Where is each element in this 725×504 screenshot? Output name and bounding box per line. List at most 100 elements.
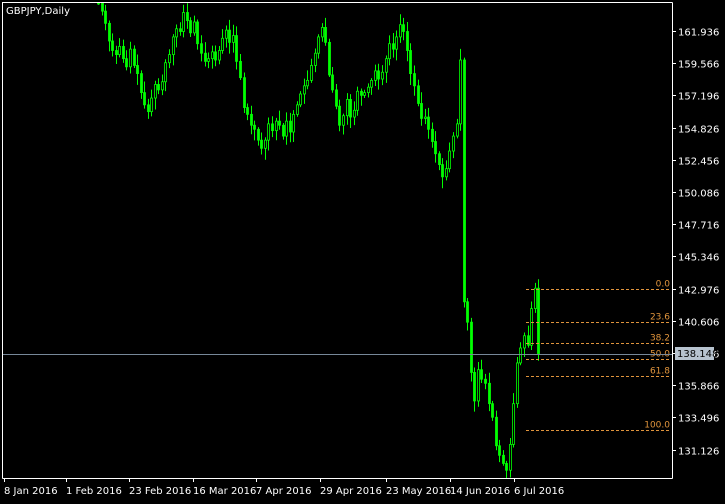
candle — [363, 89, 366, 99]
price-tick-label: 154.826 — [678, 125, 719, 136]
candle — [452, 132, 455, 159]
candle-body-bull — [399, 24, 402, 38]
price-tick-label: 161.936 — [678, 28, 719, 39]
candle — [196, 19, 199, 50]
candle — [438, 151, 441, 171]
candle-body-bear — [335, 89, 338, 107]
candle-body-bear — [527, 335, 530, 346]
candle-body-bear — [417, 85, 420, 104]
candle — [328, 38, 331, 78]
time-tick-label: 23 Feb 2016 — [129, 486, 191, 497]
candle — [133, 45, 136, 68]
price-tick-label: 145.346 — [678, 253, 719, 264]
candle-body-bear — [413, 73, 416, 87]
candle-body-bear — [239, 60, 242, 79]
candle — [353, 101, 356, 126]
candle-body-bear — [484, 378, 487, 384]
candle-body-bear — [427, 116, 430, 130]
candle-body-bear — [473, 372, 476, 402]
candle — [491, 400, 494, 421]
candle — [512, 393, 515, 448]
candle-body-bear — [409, 50, 412, 74]
candle-body-bear — [434, 141, 437, 155]
candle — [182, 4, 185, 38]
candle-body-bull — [477, 369, 480, 402]
candle — [164, 59, 167, 92]
candle — [150, 89, 153, 117]
candle — [470, 317, 473, 382]
candle-body-bear — [125, 58, 128, 68]
candle — [448, 142, 451, 173]
candle — [264, 137, 267, 160]
candle — [154, 80, 157, 110]
candle-body-bear — [377, 70, 380, 80]
price-tick-label: 157.196 — [678, 92, 719, 103]
candle — [385, 55, 388, 83]
time-tick-label: 8 Jan 2016 — [4, 486, 58, 497]
candle-body-bear — [491, 403, 494, 418]
candle-body-bear — [108, 22, 111, 42]
candle-body-bull — [218, 50, 221, 61]
candle — [282, 122, 285, 140]
current-price-marker: 138.148 — [675, 347, 718, 360]
candle — [431, 122, 434, 148]
candle — [331, 66, 334, 93]
candle — [523, 332, 526, 357]
time-tick-label: 6 Jul 2016 — [514, 486, 564, 497]
candle — [207, 52, 210, 69]
candle — [424, 108, 427, 125]
candle-body-bear — [157, 84, 160, 91]
candle-body-bull — [424, 116, 427, 119]
candle-body-bear — [204, 52, 207, 62]
candle — [296, 101, 299, 117]
candle — [235, 26, 238, 70]
candle — [239, 54, 242, 80]
candle-body-bear — [257, 128, 260, 141]
time-axis[interactable]: 8 Jan 2016 1 Feb 2016 23 Feb 2016 16 Mar 20… — [4, 478, 564, 497]
candle — [289, 112, 292, 143]
candle-body-bull — [363, 92, 366, 96]
candle — [303, 78, 306, 104]
candle-body-bull — [353, 109, 356, 118]
time-tick-label: 29 Apr 2016 — [320, 486, 382, 497]
candle-body-bear — [431, 128, 434, 142]
candle — [129, 41, 132, 74]
candle — [402, 17, 405, 41]
candle — [246, 103, 249, 121]
time-tick-label: 7 Apr 2016 — [256, 486, 311, 497]
candle — [271, 116, 274, 138]
candle-body-bull — [232, 35, 235, 43]
candle — [459, 48, 462, 131]
candle-body-bear — [235, 35, 238, 62]
candle-body-bear — [228, 29, 231, 43]
candle-body-bull — [285, 120, 288, 137]
candle — [218, 45, 221, 65]
candle — [260, 132, 263, 155]
candle — [505, 460, 508, 478]
candle — [278, 110, 281, 130]
fib-level-label: 0.0 — [656, 280, 671, 290]
candle — [253, 120, 256, 141]
candle — [122, 39, 125, 63]
candle — [314, 48, 317, 73]
candle-body-bear — [133, 48, 136, 66]
candle-body-bull — [275, 120, 278, 132]
candle-body-bull — [356, 90, 359, 111]
candle — [480, 359, 483, 383]
candle — [306, 70, 309, 90]
candle — [214, 45, 217, 67]
candle-body-bear — [360, 90, 363, 96]
candle-body-bear — [537, 287, 540, 355]
candle — [477, 361, 480, 407]
candle-body-bear — [136, 65, 139, 74]
chart-title: GBPJPY,Daily — [6, 6, 70, 17]
candle-body-bear — [104, 10, 107, 24]
candle-body-bear — [392, 43, 395, 50]
fib-level-label: 38.2 — [650, 334, 670, 344]
candle — [147, 98, 150, 119]
candle-body-bear — [97, 2, 100, 5]
candle-body-bull — [452, 135, 455, 152]
candle — [392, 33, 395, 58]
